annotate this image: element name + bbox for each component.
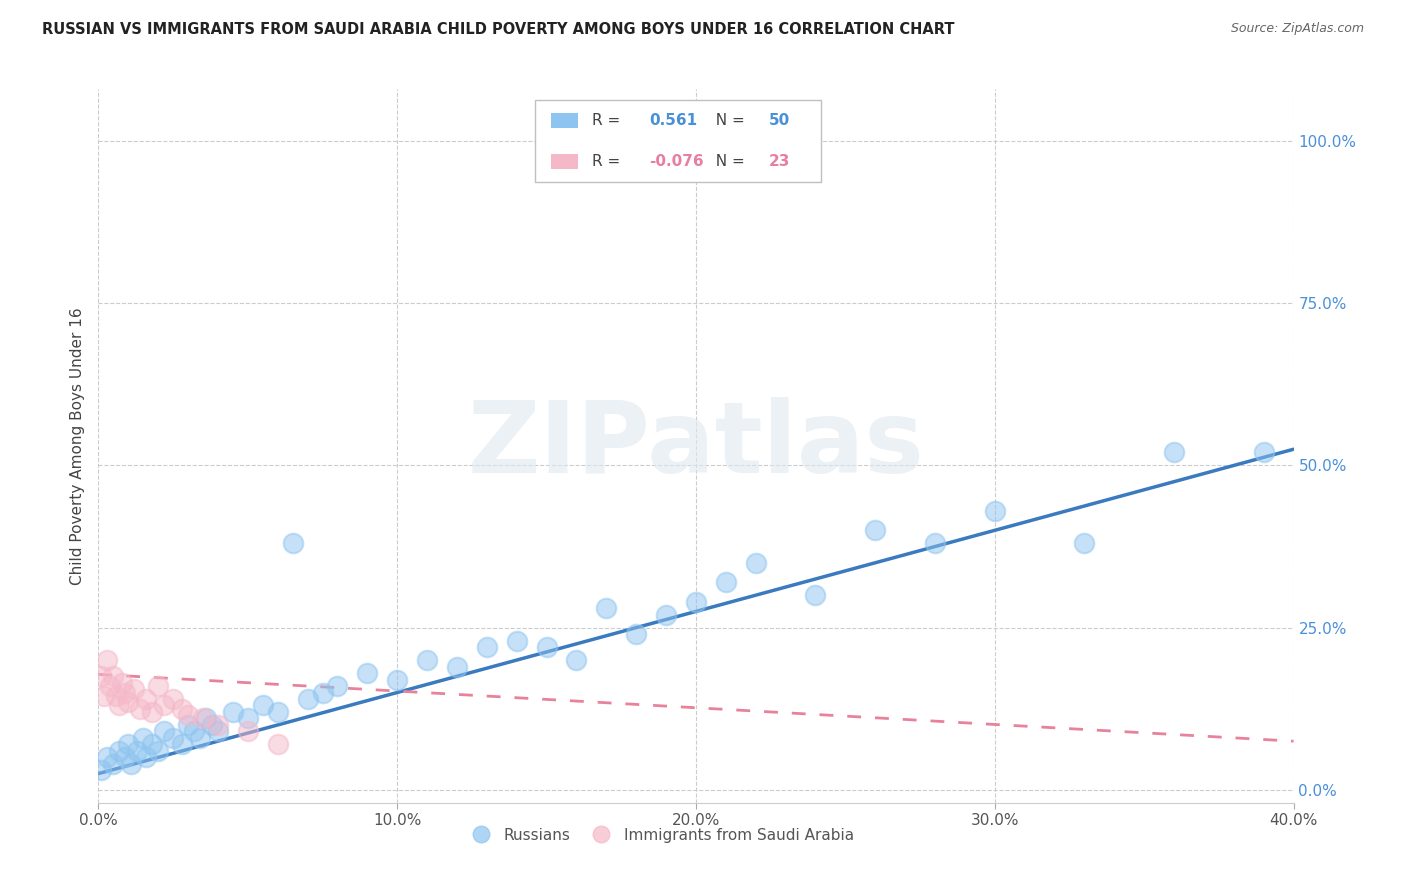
Point xyxy=(714,575,737,590)
Point xyxy=(111,675,134,690)
Point xyxy=(172,702,194,716)
Point xyxy=(98,679,122,693)
Point xyxy=(536,640,558,654)
Point xyxy=(745,556,768,570)
Point xyxy=(236,724,259,739)
Point xyxy=(90,669,112,683)
Point xyxy=(267,738,290,752)
Point xyxy=(984,504,1007,518)
Point xyxy=(207,724,229,739)
Y-axis label: Child Poverty Among Boys Under 16: Child Poverty Among Boys Under 16 xyxy=(69,307,84,585)
Point xyxy=(108,698,131,713)
Point xyxy=(105,689,128,703)
Point xyxy=(93,689,115,703)
Point xyxy=(127,744,149,758)
Text: 0.561: 0.561 xyxy=(650,113,697,128)
Legend: Russians, Immigrants from Saudi Arabia: Russians, Immigrants from Saudi Arabia xyxy=(460,822,860,848)
Point xyxy=(267,705,290,719)
FancyBboxPatch shape xyxy=(551,112,578,128)
Point xyxy=(207,718,229,732)
Text: -0.076: -0.076 xyxy=(650,154,704,169)
Point xyxy=(188,731,211,745)
Point xyxy=(183,724,205,739)
Point xyxy=(114,750,136,764)
Point xyxy=(135,692,157,706)
Point xyxy=(120,756,142,771)
Point xyxy=(626,627,648,641)
Point xyxy=(117,695,139,709)
Point xyxy=(153,698,176,713)
Point xyxy=(90,764,112,778)
Point xyxy=(103,669,125,683)
Point xyxy=(148,744,170,758)
Point xyxy=(177,708,200,723)
Point xyxy=(124,682,146,697)
Point xyxy=(655,607,678,622)
Text: R =: R = xyxy=(592,154,626,169)
Text: ZIPatlas: ZIPatlas xyxy=(468,398,924,494)
Point xyxy=(804,588,827,602)
Text: N =: N = xyxy=(706,113,749,128)
Point xyxy=(236,711,259,725)
Point xyxy=(103,756,125,771)
Point xyxy=(565,653,588,667)
Text: Source: ZipAtlas.com: Source: ZipAtlas.com xyxy=(1230,22,1364,36)
Text: 23: 23 xyxy=(769,154,790,169)
Point xyxy=(506,633,529,648)
Point xyxy=(148,679,170,693)
Point xyxy=(416,653,439,667)
Point xyxy=(132,731,155,745)
Point xyxy=(222,705,245,719)
FancyBboxPatch shape xyxy=(534,100,821,182)
Point xyxy=(201,718,224,732)
Point xyxy=(356,666,378,681)
Point xyxy=(1253,445,1275,459)
Point xyxy=(135,750,157,764)
Point xyxy=(252,698,274,713)
Point xyxy=(685,595,707,609)
Point xyxy=(1163,445,1185,459)
Point xyxy=(96,653,118,667)
Point xyxy=(595,601,617,615)
Text: 50: 50 xyxy=(769,113,790,128)
Text: RUSSIAN VS IMMIGRANTS FROM SAUDI ARABIA CHILD POVERTY AMONG BOYS UNDER 16 CORREL: RUSSIAN VS IMMIGRANTS FROM SAUDI ARABIA … xyxy=(42,22,955,37)
Point xyxy=(177,718,200,732)
Text: R =: R = xyxy=(592,113,626,128)
Point xyxy=(162,692,184,706)
Point xyxy=(153,724,176,739)
Point xyxy=(297,692,319,706)
Point xyxy=(311,685,333,699)
Point xyxy=(385,673,409,687)
Point xyxy=(117,738,139,752)
Point xyxy=(108,744,131,758)
Point xyxy=(129,702,152,716)
Point xyxy=(96,750,118,764)
Point xyxy=(162,731,184,745)
Point xyxy=(195,711,218,725)
Text: N =: N = xyxy=(706,154,749,169)
Point xyxy=(865,524,887,538)
Point xyxy=(172,738,194,752)
Point xyxy=(1073,536,1095,550)
Point xyxy=(114,685,136,699)
Point xyxy=(326,679,349,693)
Point xyxy=(281,536,304,550)
Point xyxy=(191,711,214,725)
Point xyxy=(446,659,468,673)
FancyBboxPatch shape xyxy=(551,153,578,169)
Point xyxy=(141,705,163,719)
Point xyxy=(141,738,163,752)
Point xyxy=(924,536,946,550)
Point xyxy=(475,640,498,654)
